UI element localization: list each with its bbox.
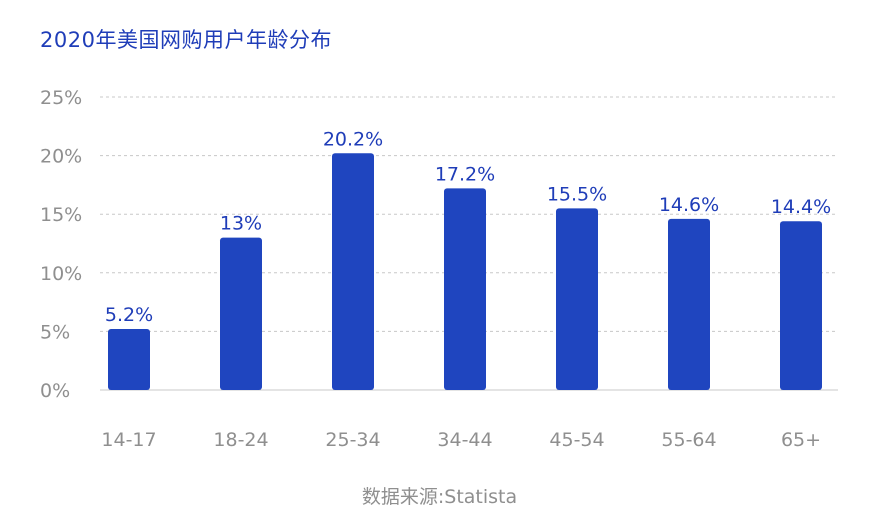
y-tick-label: 5% — [40, 321, 70, 343]
x-tick-label: 45-54 — [549, 429, 604, 451]
x-tick-label: 18-24 — [213, 429, 268, 451]
data-label: 14.4% — [771, 196, 831, 218]
x-tick-label: 25-34 — [325, 429, 380, 451]
bar — [220, 237, 262, 390]
y-tick-label: 15% — [40, 204, 82, 226]
data-label: 14.6% — [659, 194, 719, 216]
bar — [780, 221, 822, 390]
x-tick-label: 65+ — [781, 429, 821, 451]
x-tick-label: 14-17 — [101, 429, 156, 451]
y-tick-label: 25% — [40, 87, 82, 109]
bar — [668, 218, 710, 390]
data-label: 13% — [220, 213, 262, 235]
chart-title: 2020年美国网购用户年龄分布 — [40, 28, 332, 52]
bar — [108, 329, 150, 390]
x-tick-label: 55-64 — [661, 429, 716, 451]
bar — [332, 153, 374, 390]
data-label: 15.5% — [547, 183, 607, 205]
y-tick-label: 20% — [40, 146, 82, 168]
y-tick-label: 10% — [40, 263, 82, 285]
x-tick-label: 34-44 — [437, 429, 492, 451]
data-label: 5.2% — [105, 304, 153, 326]
source-note: 数据来源:Statista — [361, 486, 518, 508]
bar — [444, 188, 486, 390]
y-tick-label: 0% — [40, 380, 70, 402]
data-label: 17.2% — [435, 163, 495, 185]
bar — [556, 208, 598, 390]
data-label: 20.2% — [323, 128, 383, 150]
